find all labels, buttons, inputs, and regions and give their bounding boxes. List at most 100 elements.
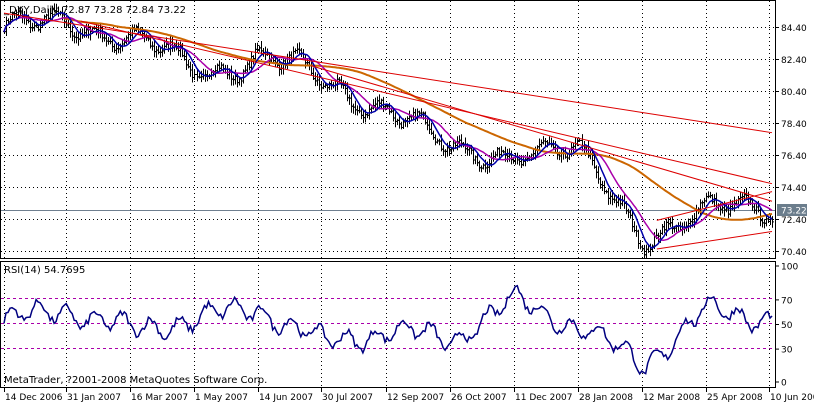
trendline[interactable] [311, 65, 773, 202]
rsi-title: RSI(14) 54.7695 [4, 265, 85, 276]
price-bar [286, 53, 289, 70]
price-bar [514, 152, 517, 165]
price-bar [350, 92, 353, 113]
time-label: 12 Sep 2007 [387, 393, 444, 403]
rsi-line [3, 284, 773, 376]
price-bar [368, 103, 371, 120]
price-label: 80.40 [781, 88, 807, 98]
price-bar [703, 197, 706, 207]
price-bar [113, 43, 116, 54]
chart-grid [1, 1, 775, 387]
trendline[interactable] [80, 20, 773, 185]
price-bar [739, 191, 742, 205]
price-bar [480, 165, 483, 173]
price-label: 84.40 [781, 24, 807, 34]
time-label: 10 Jun 200 [770, 393, 814, 403]
price-bar [645, 244, 648, 258]
price-bar [576, 138, 579, 147]
rsi-panel-frame [0, 261, 776, 388]
rsi-scale: 100 70 50 30 0 [775, 263, 798, 389]
price-bar [314, 72, 317, 87]
price-bar [661, 224, 664, 235]
price-bar [434, 134, 437, 146]
price-bar [554, 141, 557, 154]
trendlines[interactable] [3, 12, 773, 250]
price-bar [175, 39, 178, 51]
price-bar [79, 28, 82, 42]
rsi-label: 70 [781, 296, 793, 306]
price-bar [322, 82, 325, 90]
time-label: 1 May 2007 [195, 393, 248, 403]
price-bar [39, 19, 42, 33]
price-bar [432, 130, 435, 140]
price-bar [444, 149, 447, 158]
time-label: 14 Dec 2006 [5, 393, 63, 403]
price-bar [129, 28, 132, 40]
price-scale: 84.40 82.40 80.40 78.40 76.40 74.40 72.40 70.40 [775, 24, 807, 258]
price-bar [705, 192, 708, 203]
time-label: 12 Mar 2008 [643, 393, 700, 403]
price-bar [232, 75, 235, 86]
ma-medium-line [3, 16, 773, 242]
price-bar [214, 65, 217, 78]
price-label: 82.40 [781, 56, 807, 66]
price-bar [617, 194, 620, 207]
trendline[interactable] [656, 191, 773, 221]
price-bar [597, 166, 600, 184]
price-bar [193, 70, 196, 80]
price-bar [131, 24, 134, 39]
time-label: 16 Mar 2007 [131, 393, 188, 403]
trendline[interactable] [3, 12, 773, 134]
price-label: 74.40 [781, 184, 807, 194]
price-bar [258, 45, 261, 52]
price-bar [105, 33, 108, 47]
price-bar [619, 194, 622, 210]
price-bars [3, 3, 774, 258]
price-bar [396, 118, 399, 126]
price-bar [629, 209, 632, 219]
price-bar [482, 163, 485, 170]
price-bar [753, 203, 756, 214]
price-bar [516, 152, 519, 165]
price-bar [763, 219, 766, 229]
price-bar [153, 40, 156, 58]
price-bar [155, 46, 158, 58]
price-bar [540, 139, 543, 148]
price-bar [663, 220, 666, 234]
ma-slow-line [64, 17, 773, 221]
price-bar [677, 222, 680, 232]
price-bar [643, 244, 646, 258]
price-bar [296, 43, 299, 54]
price-bar [687, 218, 690, 232]
price-bar [189, 61, 192, 77]
time-label: 25 Apr 2008 [707, 393, 763, 403]
price-bar [472, 148, 475, 165]
rsi-label: 50 [781, 321, 793, 331]
main-panel-frame [0, 0, 776, 259]
price-bar [639, 239, 642, 250]
price-bar [400, 121, 403, 130]
time-axis: 14 Dec 2006 31 Jan 2007 16 Mar 2007 1 May 2… [4, 388, 814, 403]
price-bar [438, 138, 441, 146]
time-label: 31 Jan 2007 [67, 393, 121, 403]
price-bar [412, 107, 415, 120]
price-bar [240, 77, 243, 87]
price-bar [348, 94, 351, 105]
price-label: 76.40 [781, 152, 807, 162]
trendline[interactable] [656, 231, 773, 250]
price-bar [560, 149, 563, 163]
current-price-label: 73.22 [781, 207, 807, 217]
time-label: 30 Jul 2007 [322, 393, 373, 403]
price-bar [125, 35, 128, 45]
time-label: 26 Oct 2007 [451, 393, 507, 403]
price-bar [709, 191, 712, 199]
price-bar [300, 48, 303, 58]
chart-symbol-title: _DXY,Daily [3, 5, 58, 16]
price-bar [609, 191, 612, 205]
price-bar [741, 193, 744, 202]
price-bar [404, 117, 407, 127]
price-bar [478, 160, 481, 172]
current-price-badge [777, 204, 807, 216]
price-bar [298, 42, 301, 55]
